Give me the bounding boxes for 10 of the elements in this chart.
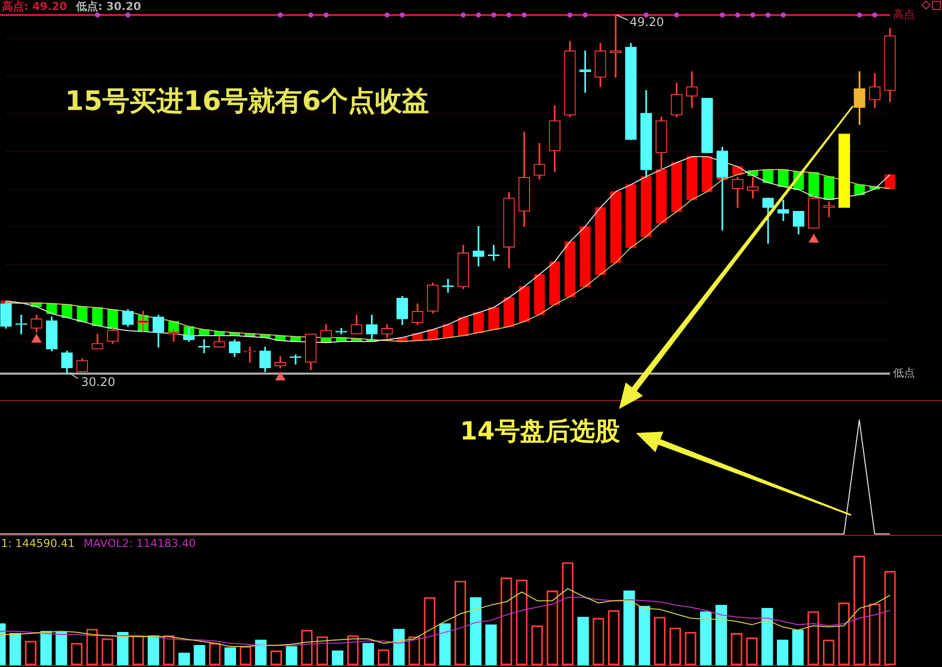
text: 1: 144590.41 xyxy=(1,536,75,550)
annotation: 49.20 xyxy=(630,15,664,30)
ref-line-label: 高点 xyxy=(893,8,915,21)
annotation: 30.20 xyxy=(80,374,116,389)
annotation: 15号买进16号就有6个点收益 xyxy=(65,86,429,118)
ref-line-label: 低点 xyxy=(893,366,915,380)
text: MAVOL2: 114183.40 xyxy=(84,536,196,550)
annotation: 14号盘后选股 xyxy=(460,416,621,446)
text: 高点: 49.20 xyxy=(2,0,68,13)
text: 低点: 30.20 xyxy=(75,0,142,13)
